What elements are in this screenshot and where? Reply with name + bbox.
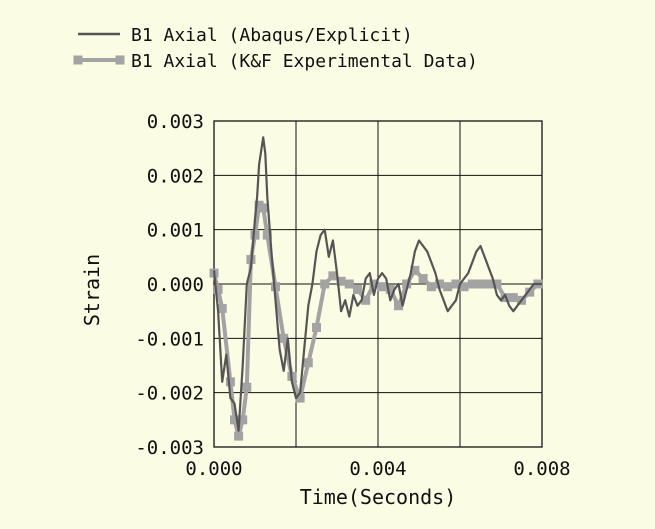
y-tick-label: 0.001 — [147, 220, 204, 242]
experimental-point — [476, 279, 485, 289]
experimental-point — [336, 276, 346, 286]
x-tick-label: 0.004 — [349, 458, 406, 480]
x-tick-label: 0.008 — [513, 458, 570, 480]
experimental-point — [443, 282, 453, 292]
experimental-point — [451, 279, 461, 289]
x-tick-labels: 0.000 0.004 0.008 — [185, 458, 570, 480]
experimental-point — [217, 303, 227, 313]
experimental-point — [234, 431, 244, 441]
experimental-point — [410, 265, 420, 275]
y-tick-label: -0.002 — [135, 383, 204, 405]
legend: B1 Axial (Abaqus/Explicit) B1 Axial (K&F … — [73, 25, 478, 72]
experimental-point — [271, 282, 280, 292]
experimental-point — [492, 279, 502, 289]
x-axis-label: Time(Seconds) — [300, 485, 457, 509]
y-tick-labels: 0.003 0.002 0.001 0.000 -0.001 -0.002 -0.003 — [135, 111, 204, 459]
y-tick-label: -0.001 — [135, 328, 204, 350]
experimental-point — [426, 282, 436, 292]
experimental-point — [258, 203, 268, 213]
experimental-point — [385, 284, 395, 294]
x-tick-label: 0.000 — [185, 458, 242, 480]
experimental-point — [320, 279, 330, 289]
legend-marker — [115, 55, 125, 65]
legend-marker — [73, 55, 83, 65]
experimental-point — [484, 279, 494, 289]
experimental-point — [250, 230, 260, 240]
y-tick-label: 0.002 — [147, 165, 204, 187]
experimental-point — [377, 282, 387, 292]
experimental-point — [459, 282, 469, 292]
legend-label-experimental: B1 Axial (K&F Experimental Data) — [131, 51, 478, 72]
experimental-point — [353, 284, 362, 294]
y-tick-label: -0.003 — [135, 437, 204, 459]
experimental-point — [467, 279, 477, 289]
experimental-point — [262, 230, 272, 240]
experimental-point — [225, 377, 235, 387]
series-line-abaqus — [212, 136, 542, 432]
experimental-point — [369, 279, 379, 289]
experimental-point — [295, 393, 305, 403]
experimental-point — [312, 322, 321, 332]
experimental-point — [303, 358, 313, 368]
experimental-point — [238, 415, 248, 425]
experimental-point — [213, 284, 223, 294]
experimental-point — [344, 279, 354, 289]
y-axis-label: Strain — [80, 254, 104, 326]
y-tick-label: 0.003 — [147, 111, 204, 133]
experimental-point — [508, 293, 518, 303]
legend-label-abaqus: B1 Axial (Abaqus/Explicit) — [131, 25, 413, 46]
experimental-point — [435, 279, 444, 289]
experimental-point — [242, 382, 252, 392]
experimental-point — [279, 333, 289, 343]
series-layer — [209, 136, 543, 441]
experimental-point — [402, 279, 412, 289]
experimental-point — [361, 295, 371, 305]
experimental-point — [230, 415, 239, 425]
experimental-point — [394, 301, 403, 311]
experimental-point — [328, 271, 338, 281]
series-line-experimental — [212, 203, 540, 439]
experimental-point — [418, 274, 428, 284]
y-tick-label: 0.000 — [147, 274, 204, 296]
experimental-point — [525, 287, 535, 297]
